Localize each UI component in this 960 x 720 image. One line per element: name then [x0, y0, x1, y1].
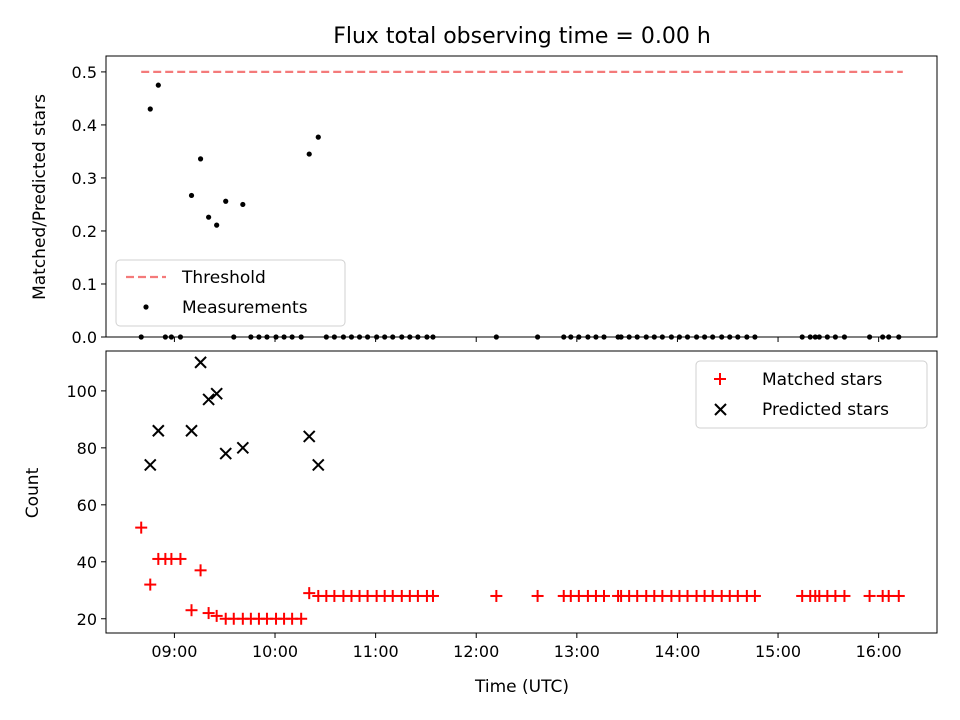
ratio-panel: Flux total observing time = 0.00 h Match…	[30, 24, 938, 347]
x-tick-label: 11:00	[353, 642, 399, 661]
ratio-legend-box	[115, 259, 346, 327]
measurement-point	[223, 198, 229, 204]
matched-star-marker	[490, 589, 503, 602]
predicted-stars-legend-swatch	[714, 403, 727, 416]
count-y-tick-label: 80	[77, 439, 97, 458]
matched-star-marker	[202, 607, 215, 620]
count-legend-box	[695, 360, 928, 429]
ratio-x-ticks	[173, 337, 880, 342]
ratio-y-axis: 0.0 0.1 0.2 0.3 0.4 0.5	[72, 63, 106, 347]
x-tick-label: 15:00	[755, 642, 801, 661]
matched-star-marker	[194, 564, 207, 577]
predicted-star-marker	[144, 458, 157, 472]
threshold-legend-label: Threshold	[181, 268, 266, 288]
matched-star-marker	[531, 589, 544, 602]
matched-star-marker	[863, 589, 876, 602]
matched-star-marker	[748, 589, 761, 602]
ratio-y-tick-label: 0.5	[72, 63, 97, 82]
matched-star-marker	[882, 589, 895, 602]
x-tick-label: 16:00	[856, 642, 902, 661]
measurement-point	[240, 201, 246, 208]
ratio-y-tick-label: 0.4	[72, 116, 97, 135]
count-legend: Matched stars Predicted stars	[695, 360, 928, 429]
ratio-y-tick-label: 0.1	[72, 275, 97, 294]
ratio-y-tick-label: 0.3	[72, 169, 97, 188]
predicted-star-marker	[219, 447, 232, 460]
measurement-point	[197, 156, 204, 162]
x-axis-label: Time (UTC)	[474, 677, 569, 697]
measurement-point	[214, 222, 220, 228]
chart-title: Flux total observing time = 0.00 h	[333, 24, 711, 49]
matched-stars-legend-swatch	[714, 373, 726, 385]
matched-star-marker	[838, 589, 851, 602]
matched-star-marker	[597, 589, 610, 602]
count-y-tick-label: 20	[77, 610, 97, 629]
measurement-point	[188, 192, 195, 199]
matched-stars-series	[135, 521, 905, 625]
count-y-axis: 20 40 60 80 100	[66, 382, 106, 629]
count-y-tick-label: 100	[66, 382, 97, 401]
matched-star-marker	[295, 612, 308, 625]
predicted-star-marker	[312, 458, 325, 472]
x-tick-label: 14:00	[654, 642, 700, 661]
measurement-point	[147, 106, 153, 112]
predicted-star-marker	[303, 430, 316, 443]
x-tick-label: 13:00	[554, 642, 600, 661]
predicted-star-marker	[152, 424, 165, 437]
matched-star-marker	[303, 587, 316, 600]
matched-stars-legend-label: Matched stars	[762, 370, 882, 390]
count-y-tick-label: 40	[77, 553, 97, 572]
measurement-point	[155, 82, 161, 88]
x-tick-label: 12:00	[453, 642, 499, 661]
measurements-legend-swatch	[143, 304, 149, 310]
ratio-y-tick-label: 0.2	[72, 222, 97, 241]
matched-star-marker	[892, 589, 905, 602]
measurement-point	[206, 214, 212, 220]
measurement-point	[315, 134, 321, 140]
x-tick-label: 09:00	[151, 642, 197, 661]
matched-star-marker	[426, 589, 439, 602]
matched-star-marker	[174, 552, 187, 565]
count-panel: Count Time (UTC) 20 40 60 80 100 09:00 10:00 1…	[23, 350, 938, 697]
predicted-star-marker	[236, 441, 250, 455]
ratio-y-tick-label: 0.0	[72, 328, 97, 347]
predicted-star-marker	[194, 356, 207, 369]
ratio-plot-frame	[105, 55, 938, 338]
matched-star-marker	[185, 604, 198, 617]
predicted-star-marker	[210, 387, 223, 400]
predicted-star-marker	[185, 424, 198, 437]
predicted-star-marker	[202, 393, 215, 406]
count-plot-frame	[105, 350, 938, 634]
ratio-legend: Threshold Measurements	[115, 259, 346, 327]
count-y-tick-label: 60	[77, 496, 97, 515]
ratio-y-axis-label: Matched/Predicted stars	[30, 94, 50, 300]
predicted-stars-series	[144, 356, 325, 472]
x-axis: 09:00 10:00 11:00 12:00 13:00 14:00 15:00 16:00	[151, 633, 902, 661]
measurement-point	[306, 151, 312, 157]
matched-star-marker	[144, 578, 157, 591]
x-tick-label: 10:00	[252, 642, 298, 661]
matched-star-marker	[210, 609, 223, 622]
matched-star-marker	[135, 521, 148, 534]
predicted-stars-legend-label: Predicted stars	[762, 400, 889, 420]
count-y-axis-label: Count	[23, 467, 43, 518]
measurements-legend-label: Measurements	[182, 298, 308, 318]
